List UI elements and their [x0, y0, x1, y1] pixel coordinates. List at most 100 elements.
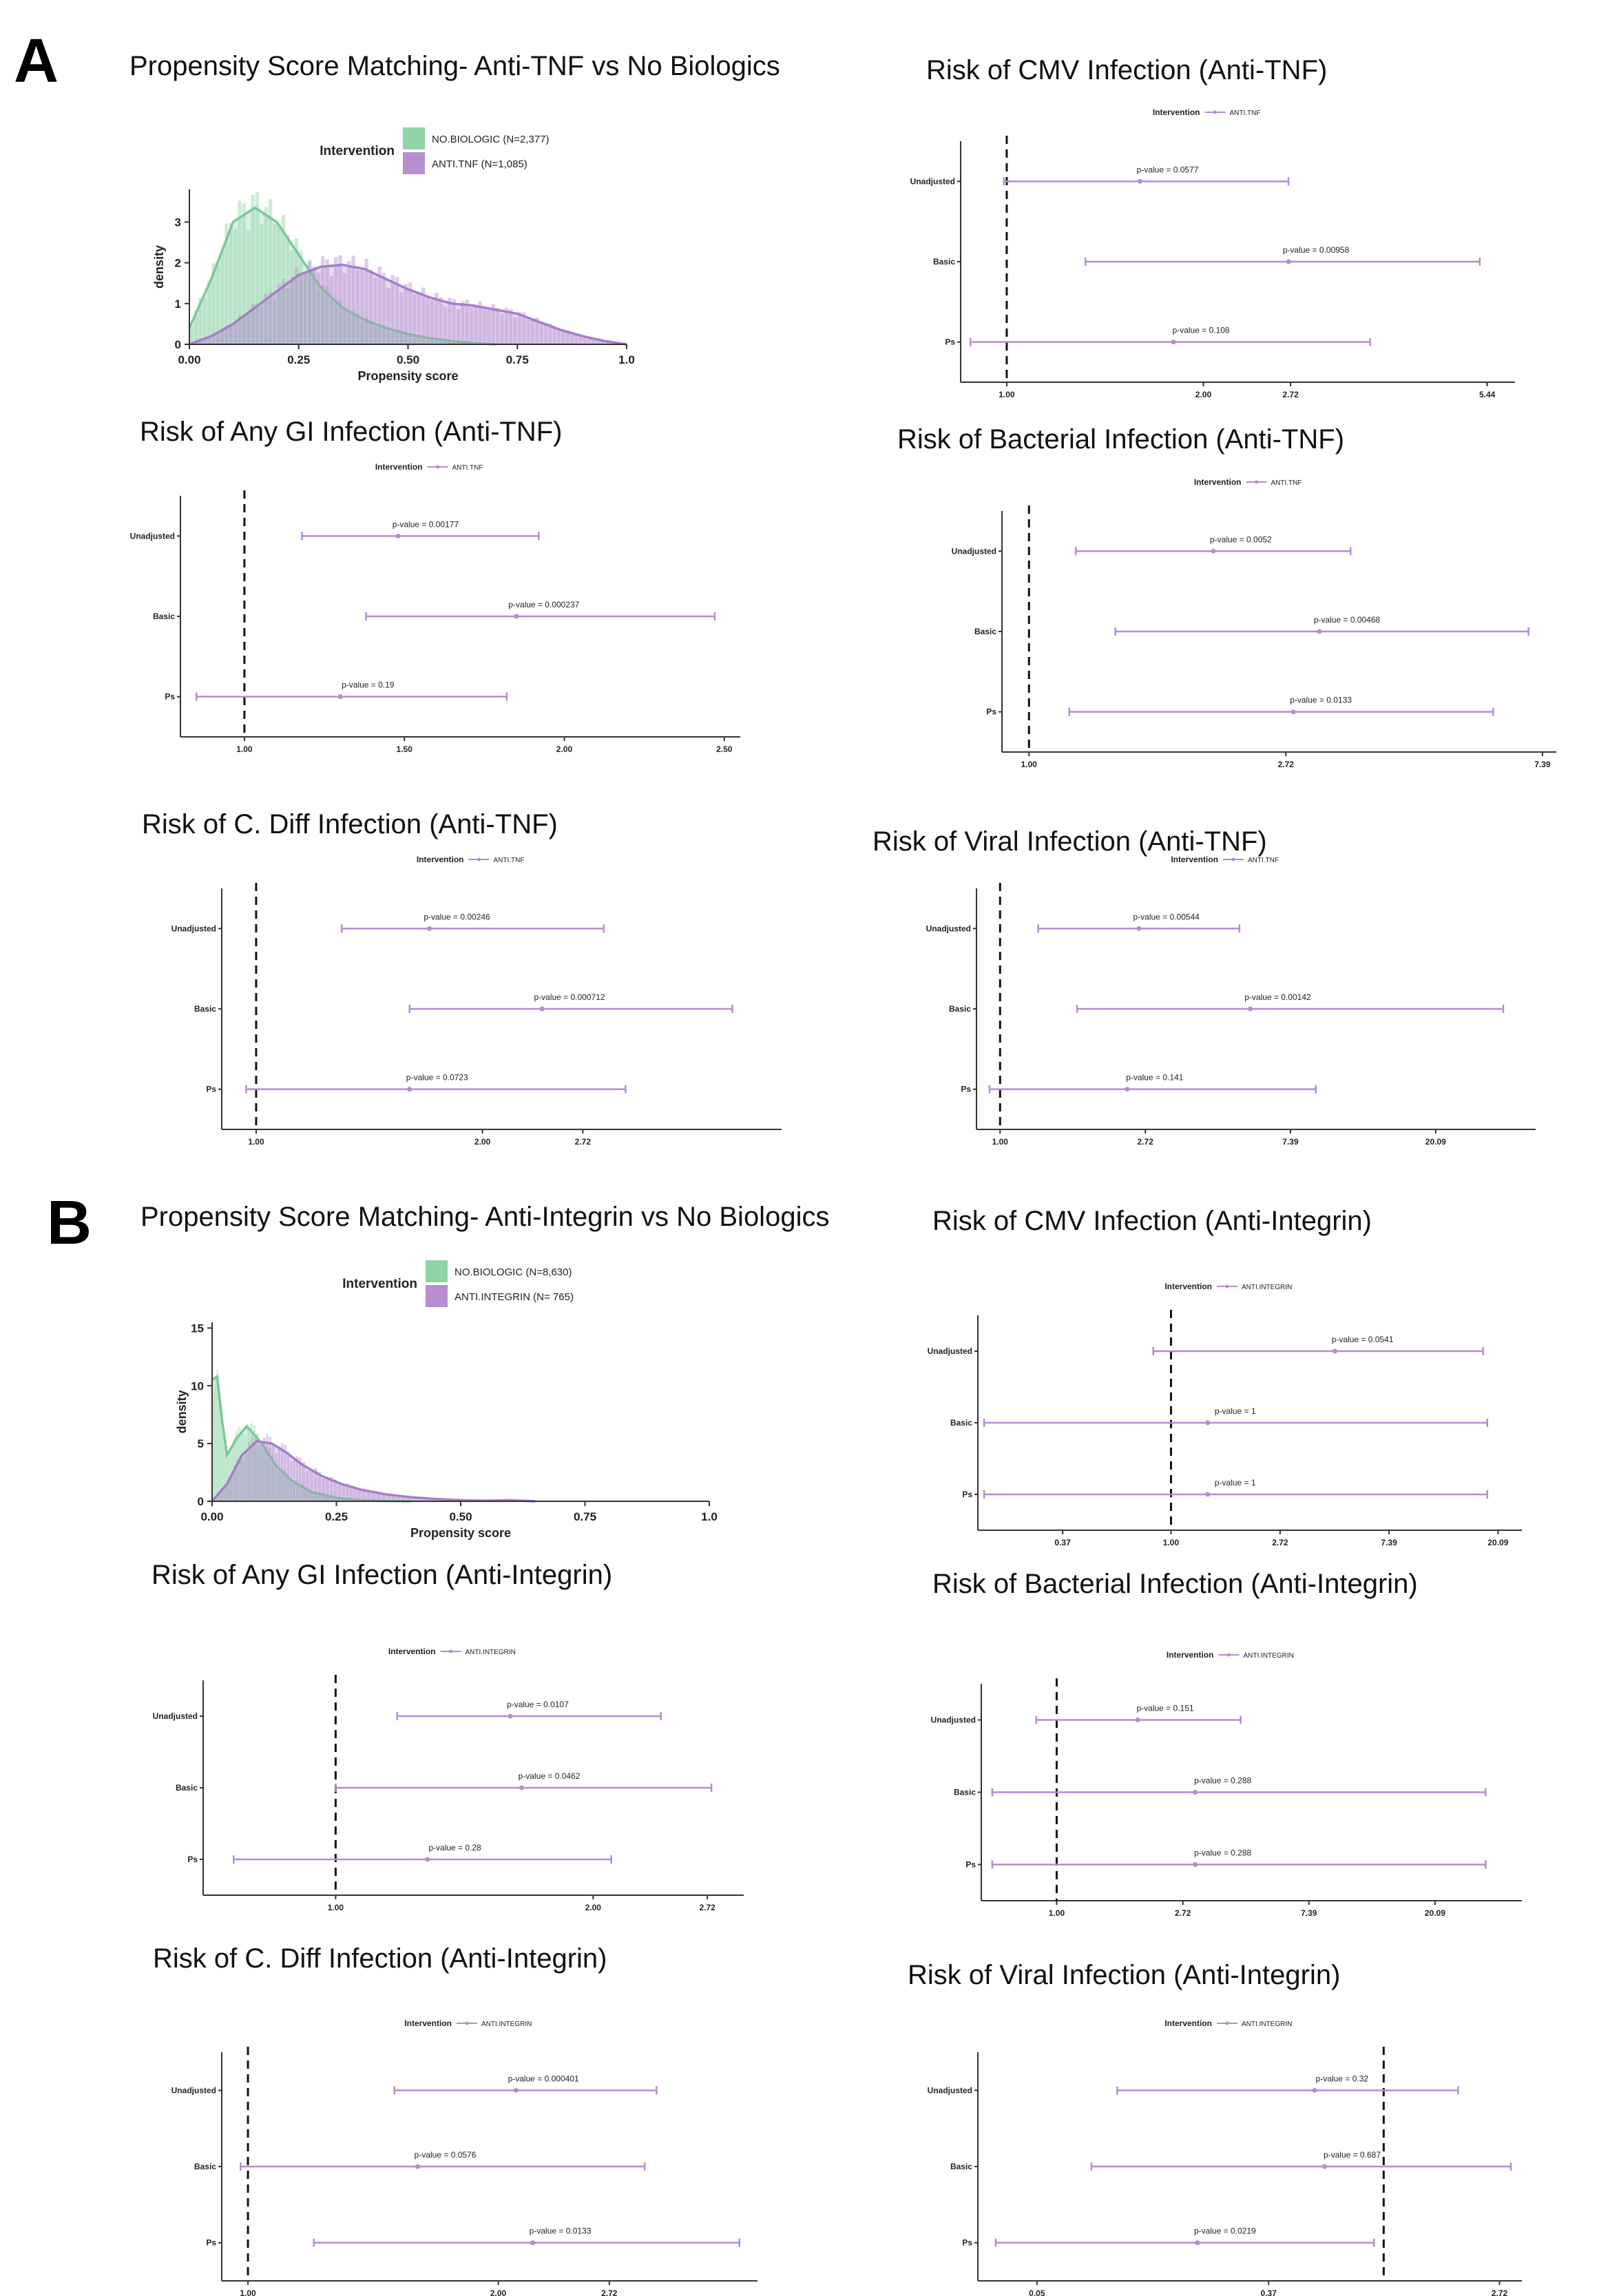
histogram-bar: [222, 1414, 223, 1501]
histogram-bar: [421, 1498, 426, 1501]
histogram-bar: [517, 311, 522, 344]
histogram-bar: [329, 1476, 333, 1501]
row-label: Basic: [949, 1004, 971, 1014]
row-label: Unadjusted: [171, 923, 216, 933]
legend-title: Intervention: [1167, 1650, 1214, 1660]
p-value-label: p-value = 0.151: [1136, 1704, 1193, 1713]
density-area: [189, 264, 627, 344]
x-tick-label: 2.72: [1272, 1538, 1288, 1547]
row-label: Basic: [194, 2162, 216, 2171]
x-tick-label: 2.00: [1195, 390, 1212, 399]
y-tick-label: 10: [191, 1379, 204, 1392]
histogram-bar: [310, 1469, 313, 1501]
row-label: Basic: [194, 1004, 216, 1014]
point-estimate: [395, 533, 401, 539]
histogram-bar: [214, 1382, 216, 1501]
histogram-bar: [357, 1489, 362, 1501]
point-estimate: [1332, 1348, 1338, 1354]
row-label: Unadjusted: [130, 531, 175, 541]
x-tick-label: 2.72: [1282, 390, 1299, 399]
legend-title: Intervention: [1164, 2018, 1212, 2028]
x-tick-label: 1.00: [992, 1137, 1009, 1147]
point-estimate: [1317, 629, 1322, 634]
point-estimate: [1290, 709, 1296, 715]
x-tick-label: 1.0: [701, 1510, 718, 1523]
histogram-bar: [239, 1457, 242, 1501]
histogram-bar: [395, 277, 399, 344]
chart-title: Risk of Bacterial Infection (Anti-Integr…: [932, 1569, 1418, 1599]
legend-title: Intervention: [375, 462, 423, 472]
x-tick-label: 20.09: [1487, 1538, 1508, 1547]
histogram-bar: [360, 321, 364, 344]
legend-label: ANTI.INTEGRIN: [1244, 1652, 1294, 1660]
legend-point: [436, 465, 439, 469]
histogram-bar: [264, 293, 268, 344]
row-label: Unadjusted: [171, 2085, 216, 2095]
p-value-label: p-value = 0.19: [342, 680, 395, 690]
row-label: Unadjusted: [952, 546, 996, 556]
histogram-bar: [448, 298, 452, 344]
x-tick-label: 2.72: [1278, 760, 1295, 769]
histogram-bar: [326, 1478, 329, 1501]
x-tick-label: 7.39: [1282, 1137, 1299, 1147]
histogram-bar: [391, 1494, 396, 1501]
chart-title: Risk of Bacterial Infection (Anti-TNF): [897, 424, 1345, 455]
histogram-bar: [194, 310, 198, 344]
legend-point: [449, 1649, 452, 1653]
density-line: [211, 1439, 536, 1503]
point-estimate: [514, 614, 519, 619]
row-label: Unadjusted: [931, 1715, 976, 1725]
histogram-bar: [461, 301, 465, 344]
histogram-bar: [295, 1483, 300, 1501]
histogram-bar: [277, 1472, 280, 1501]
histogram-bar: [260, 224, 264, 344]
point-estimate: [337, 694, 343, 700]
legend-label: ANTI.TNF: [452, 464, 483, 472]
histogram-bar: [272, 1445, 275, 1501]
histogram-bar: [605, 341, 609, 344]
legend-point: [1225, 1284, 1229, 1288]
histogram-bar: [482, 307, 487, 344]
histogram-bar: [281, 215, 286, 344]
histogram-bar: [565, 331, 569, 344]
histogram-bar: [262, 1449, 265, 1501]
histogram-bar: [426, 295, 430, 344]
x-tick-label: 0.25: [287, 353, 310, 366]
x-tick-label: 2.00: [556, 744, 573, 754]
x-tick-label: 0.25: [325, 1510, 348, 1523]
histogram-bar: [347, 260, 351, 344]
point-estimate: [1205, 1420, 1211, 1426]
p-value-label: p-value = 0.32: [1316, 2074, 1369, 2083]
histogram-bar: [221, 1403, 222, 1501]
histogram-bar: [322, 1479, 326, 1501]
legend-point: [1213, 110, 1217, 114]
chart-title: Risk of Viral Infection (Anti-TNF): [872, 826, 1267, 857]
legend-label: ANTI.TNF (N=1,085): [432, 158, 527, 170]
histogram-bar: [257, 1446, 260, 1501]
histogram-bar: [417, 292, 421, 344]
chart-title: Propensity Score Matching- Anti-Integrin…: [140, 1202, 830, 1232]
point-estimate: [1171, 340, 1176, 345]
histogram-bar: [452, 340, 456, 344]
histogram-bar: [500, 313, 504, 344]
histogram-bar: [364, 317, 368, 344]
histogram-bar: [277, 224, 281, 344]
histogram-bar: [583, 337, 587, 344]
histogram-bar: [364, 258, 368, 344]
histogram-bar: [220, 1392, 222, 1501]
histogram-bar: [239, 1427, 241, 1501]
histogram-bar: [224, 325, 229, 344]
histogram-bar: [355, 270, 360, 344]
histogram-bar: [273, 224, 277, 344]
histogram-bar: [435, 293, 439, 344]
histogram-bar: [401, 1496, 406, 1501]
histogram-bar: [412, 335, 417, 344]
histogram-bar: [548, 323, 552, 344]
density-line: [188, 206, 496, 346]
p-value-label: p-value = 0.108: [1173, 326, 1230, 335]
histogram-bar: [233, 229, 238, 344]
legend-title: Intervention: [1164, 1282, 1212, 1291]
p-value-label: p-value = 0.00544: [1133, 912, 1200, 921]
